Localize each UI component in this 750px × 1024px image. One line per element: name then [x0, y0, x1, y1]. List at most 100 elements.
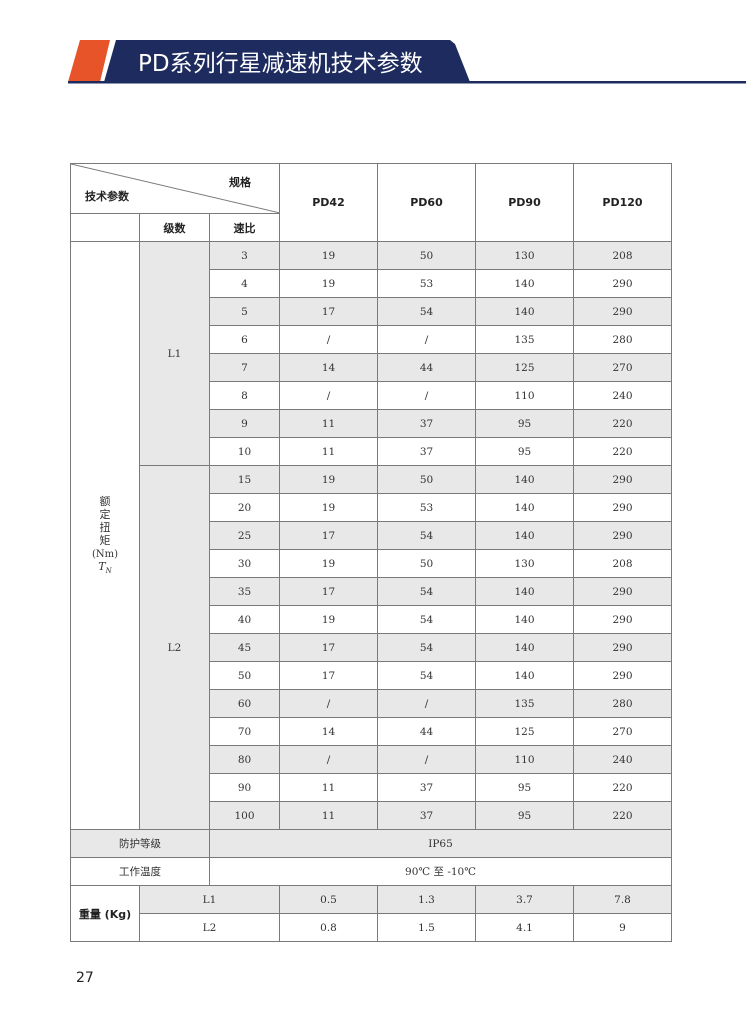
- torque-row: 4 19 53 140 290: [71, 269, 672, 298]
- torque-value-cell: 140: [475, 269, 574, 298]
- torque-value-cell: /: [279, 381, 378, 410]
- torque-row: 25 17 54 140 290: [71, 521, 672, 550]
- ratio-cell: 40: [209, 605, 280, 634]
- torque-value-cell: 290: [573, 605, 672, 634]
- torque-value-cell: 140: [475, 521, 574, 550]
- weight-value-cell: 3.7: [475, 885, 574, 914]
- torque-value-cell: /: [377, 325, 476, 354]
- torque-value-cell: 208: [573, 241, 672, 270]
- torque-value-cell: 130: [475, 241, 574, 270]
- torque-value-cell: 54: [377, 521, 476, 550]
- torque-value-cell: 17: [279, 577, 378, 606]
- ratio-cell: 5: [209, 297, 280, 326]
- ratio-cell: 7: [209, 353, 280, 382]
- ratio-header: 速比: [209, 213, 280, 242]
- ratio-cell: 100: [209, 801, 280, 830]
- torque-value-cell: 125: [475, 353, 574, 382]
- model-header: PD120: [573, 163, 672, 242]
- torque-value-cell: /: [279, 325, 378, 354]
- model-header: PD42: [279, 163, 378, 242]
- torque-value-cell: 140: [475, 633, 574, 662]
- model-header: PD90: [475, 163, 574, 242]
- stage-header: 级数: [139, 213, 210, 242]
- ratio-cell: 90: [209, 773, 280, 802]
- temperature-row: 工作温度 90℃ 至 -10℃: [70, 857, 672, 886]
- spec-label: 规格: [229, 176, 251, 189]
- torque-value-cell: 140: [475, 297, 574, 326]
- weight-value-cell: 7.8: [573, 885, 672, 914]
- torque-value-cell: 44: [377, 353, 476, 382]
- torque-row: 6//135 280: [71, 325, 672, 354]
- ratio-cell: 25: [209, 521, 280, 550]
- torque-label-char: 扭: [99, 521, 111, 535]
- torque-value-cell: 110: [475, 745, 574, 774]
- torque-value-cell: 240: [573, 745, 672, 774]
- torque-value-cell: /: [377, 745, 476, 774]
- torque-row: 9 11 37 95 220: [71, 409, 672, 438]
- torque-value-cell: 54: [377, 577, 476, 606]
- page-title: PD系列行星减速机技术参数: [138, 51, 423, 77]
- torque-value-cell: 14: [279, 353, 378, 382]
- torque-value-cell: 19: [279, 269, 378, 298]
- weight-value-cell: 1.5: [377, 913, 476, 942]
- weight-value-cell: 0.8: [279, 913, 378, 942]
- torque-value-cell: 280: [573, 689, 672, 718]
- torque-value-cell: 240: [573, 381, 672, 410]
- torque-value-cell: 140: [475, 605, 574, 634]
- weight-value-cell: 4.1: [475, 913, 574, 942]
- ratio-cell: 8: [209, 381, 280, 410]
- ratio-cell: 10: [209, 437, 280, 466]
- torque-value-cell: 11: [279, 437, 378, 466]
- torque-value-cell: 95: [475, 437, 574, 466]
- torque-value-cell: 11: [279, 773, 378, 802]
- torque-value-cell: 220: [573, 801, 672, 830]
- torque-symbol: TN: [71, 560, 139, 575]
- tech-params-label: 技术参数: [85, 190, 129, 203]
- ratio-cell: 15: [209, 465, 280, 494]
- torque-value-cell: 54: [377, 661, 476, 690]
- torque-value-cell: 19: [279, 549, 378, 578]
- empty-cell: [70, 213, 140, 242]
- header-rule: [68, 81, 746, 84]
- torque-value-cell: 95: [475, 773, 574, 802]
- torque-value-cell: 135: [475, 689, 574, 718]
- torque-row: 35 17 54 140 290: [71, 577, 672, 606]
- torque-value-cell: 220: [573, 773, 672, 802]
- torque-value-cell: 140: [475, 661, 574, 690]
- torque-value-cell: 280: [573, 325, 672, 354]
- torque-value-cell: /: [279, 745, 378, 774]
- torque-value-cell: 208: [573, 549, 672, 578]
- weight-row: L2 0.8 1.5 4.1 9: [71, 913, 672, 942]
- ratio-cell: 30: [209, 549, 280, 578]
- torque-value-cell: 270: [573, 717, 672, 746]
- torque-row: 70 14 44 125 270: [71, 717, 672, 746]
- torque-value-cell: 95: [475, 409, 574, 438]
- weight-stage: L2: [139, 913, 280, 942]
- torque-row: 100 11 37 95 220: [71, 801, 672, 830]
- torque-row: 50 17 54 140 290: [71, 661, 672, 690]
- ratio-cell: 50: [209, 661, 280, 690]
- torque-value-cell: 95: [475, 801, 574, 830]
- torque-value-cell: 17: [279, 521, 378, 550]
- weight-value-cell: 1.3: [377, 885, 476, 914]
- torque-value-cell: 270: [573, 353, 672, 382]
- weight-value-cell: 0.5: [279, 885, 378, 914]
- torque-value-cell: 290: [573, 521, 672, 550]
- torque-value-cell: 125: [475, 717, 574, 746]
- torque-value-cell: 14: [279, 717, 378, 746]
- torque-value-cell: 290: [573, 297, 672, 326]
- ratio-cell: 80: [209, 745, 280, 774]
- ratio-cell: 6: [209, 325, 280, 354]
- torque-value-cell: 290: [573, 577, 672, 606]
- torque-value-cell: 220: [573, 437, 672, 466]
- navy-banner: [104, 40, 470, 82]
- torque-row: 45 17 54 140 290: [71, 633, 672, 662]
- model-header: PD60: [377, 163, 476, 242]
- torque-value-cell: 290: [573, 269, 672, 298]
- torque-value-cell: 54: [377, 605, 476, 634]
- torque-value-cell: 140: [475, 465, 574, 494]
- torque-symbol-subscript: N: [105, 567, 112, 576]
- ratio-cell: 9: [209, 409, 280, 438]
- weight-value-cell: 9: [573, 913, 672, 942]
